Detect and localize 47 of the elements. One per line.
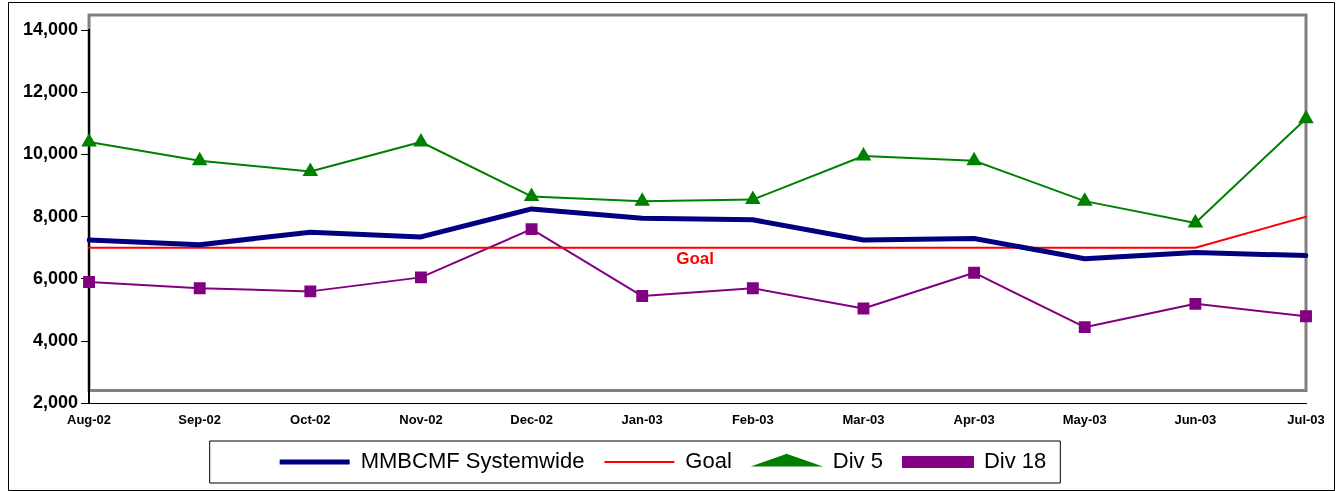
x-tick-label: Apr-03 — [953, 411, 995, 427]
x-tick-label: Nov-02 — [399, 411, 443, 427]
point — [83, 276, 95, 288]
x-tick-label: Feb-03 — [731, 411, 774, 427]
point — [635, 193, 650, 206]
y-tick-label: 12,000 — [22, 81, 79, 102]
x-tick-label: May-03 — [1062, 411, 1107, 427]
point — [745, 191, 760, 205]
point — [967, 152, 982, 166]
x-tick-label: Jan-03 — [621, 411, 663, 427]
x-tick-label: Jul-03 — [1287, 411, 1325, 427]
y-tick-label: 4,000 — [33, 330, 79, 351]
point — [304, 285, 317, 298]
point — [1078, 321, 1091, 334]
legend-label: Goal — [685, 448, 732, 474]
point — [193, 282, 206, 295]
annotation: Goal — [676, 249, 715, 268]
point — [524, 188, 539, 201]
y-tick-label: 2,000 — [33, 392, 79, 413]
x-tick-label: Aug-02 — [67, 411, 112, 427]
x-tick-label: Mar-03 — [842, 411, 885, 427]
point — [415, 271, 427, 284]
legend-label: Div 18 — [983, 448, 1047, 474]
y-tick-label: 14,000 — [22, 18, 79, 39]
point — [192, 152, 207, 166]
x-tick-label: Jun-03 — [1174, 411, 1217, 427]
point — [303, 163, 318, 177]
point — [81, 134, 97, 147]
legend-label: MMBCMF Systemwide — [360, 448, 585, 474]
point — [1077, 193, 1092, 206]
x-tick-label: Dec-02 — [510, 411, 553, 427]
point — [1189, 297, 1202, 310]
y-tick-label: 10,000 — [22, 143, 79, 164]
x-tick-label: Sep-02 — [178, 411, 222, 427]
point — [636, 290, 649, 302]
point — [1300, 310, 1312, 323]
point — [525, 223, 538, 236]
legend-label: Div 5 — [832, 448, 883, 474]
point — [1298, 110, 1314, 124]
y-tick-label: 8,000 — [33, 205, 79, 226]
point — [856, 148, 871, 161]
point — [968, 266, 981, 279]
point — [746, 282, 759, 295]
point — [413, 134, 429, 147]
point — [1188, 214, 1203, 228]
y-tick-label: 6,000 — [33, 267, 79, 288]
x-tick-label: Oct-02 — [290, 411, 331, 427]
